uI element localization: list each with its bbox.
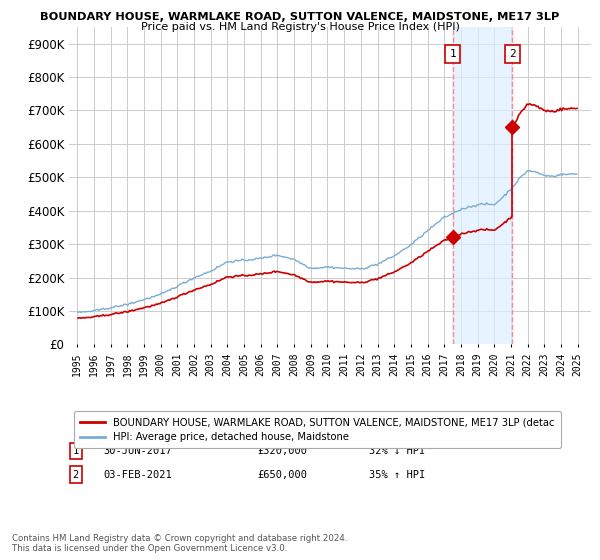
Text: Contains HM Land Registry data © Crown copyright and database right 2024.
This d: Contains HM Land Registry data © Crown c… [12, 534, 347, 553]
Bar [452, 27, 512, 344]
Text: 2: 2 [73, 470, 79, 479]
Text: 32% ↓ HPI: 32% ↓ HPI [369, 446, 425, 456]
Text: 2: 2 [509, 49, 515, 59]
Text: £320,000: £320,000 [257, 446, 307, 456]
Text: Price paid vs. HM Land Registry's House Price Index (HPI): Price paid vs. HM Land Registry's House … [140, 22, 460, 32]
Legend: BOUNDARY HOUSE, WARMLAKE ROAD, SUTTON VALENCE, MAIDSTONE, ME17 3LP (detac, HPI: : BOUNDARY HOUSE, WARMLAKE ROAD, SUTTON VA… [74, 411, 560, 449]
Text: 1: 1 [449, 49, 456, 59]
Text: £650,000: £650,000 [257, 470, 307, 479]
Text: 35% ↑ HPI: 35% ↑ HPI [369, 470, 425, 479]
Text: 1: 1 [73, 446, 79, 456]
Text: 03-FEB-2021: 03-FEB-2021 [103, 470, 172, 479]
Text: 30-JUN-2017: 30-JUN-2017 [103, 446, 172, 456]
Text: BOUNDARY HOUSE, WARMLAKE ROAD, SUTTON VALENCE, MAIDSTONE, ME17 3LP: BOUNDARY HOUSE, WARMLAKE ROAD, SUTTON VA… [40, 12, 560, 22]
